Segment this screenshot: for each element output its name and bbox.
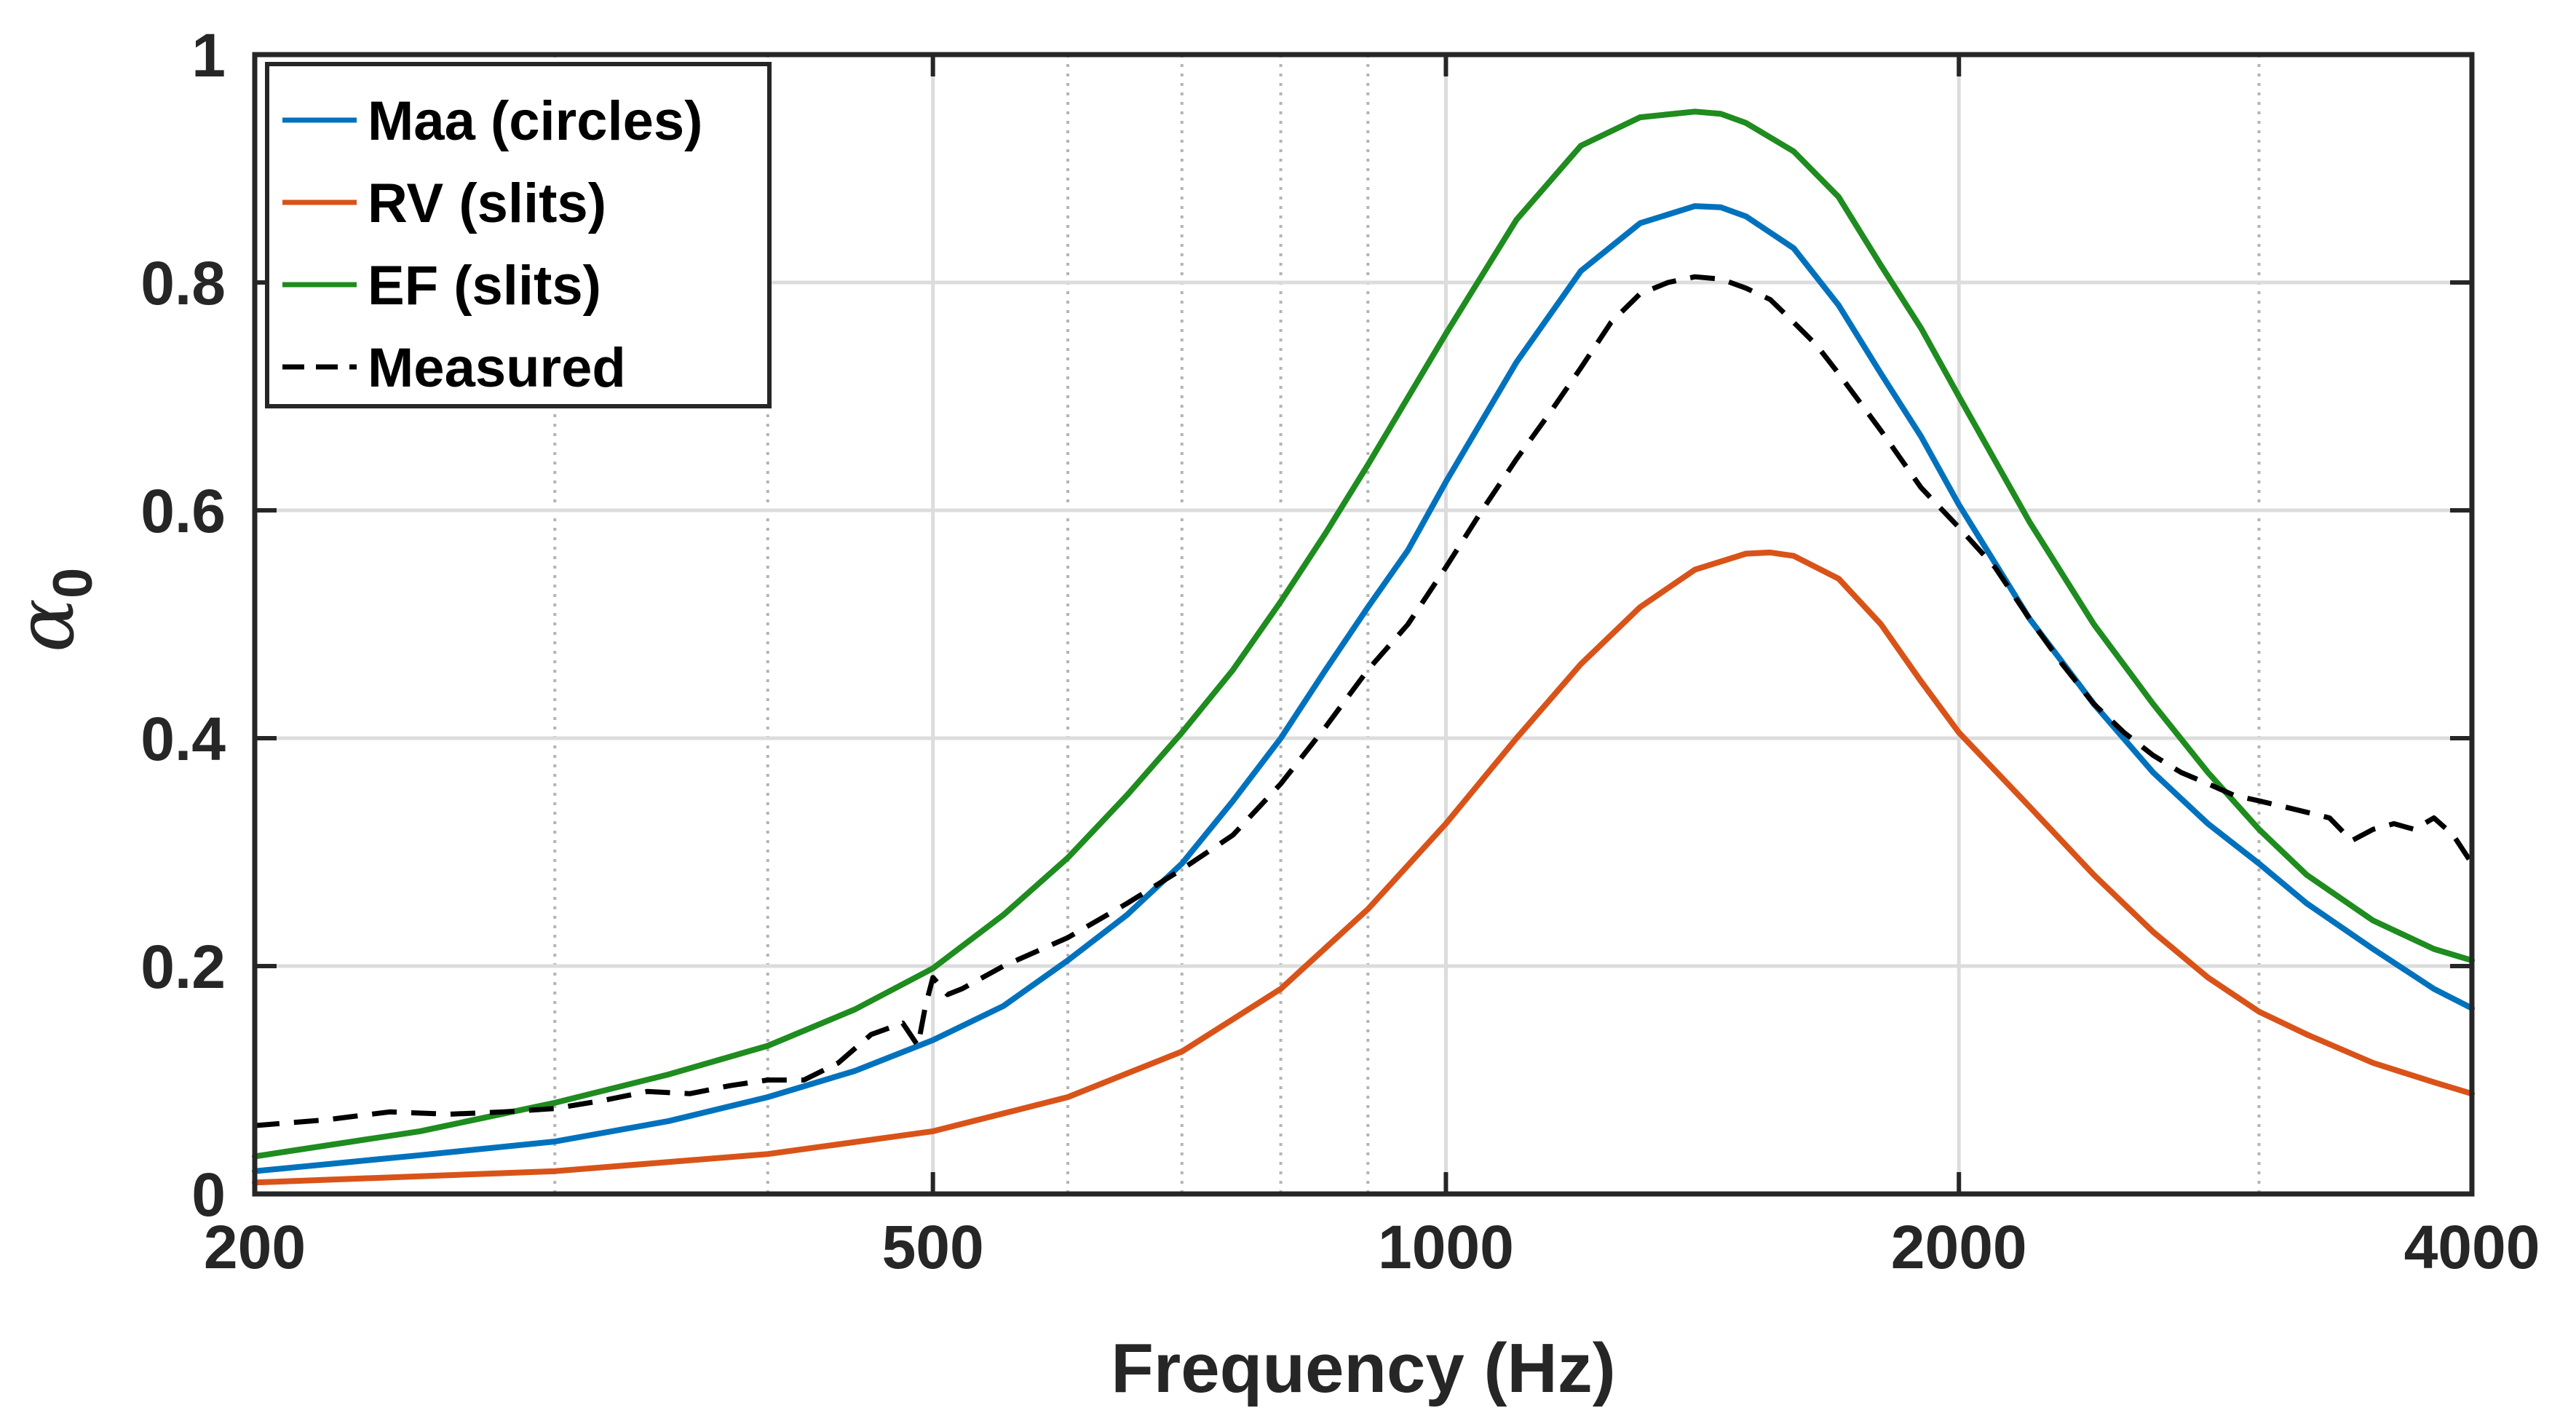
y-tick-label-1: 1 (191, 21, 226, 90)
legend-label-ef: EF (slits) (368, 255, 601, 317)
y-tick-label-0.4: 0.4 (140, 705, 226, 773)
y-tick-label-0.8: 0.8 (140, 249, 226, 317)
x-tick-label-500: 500 (882, 1213, 984, 1281)
x-axis-title: Frequency (Hz) (1111, 1329, 1615, 1407)
axes-frame (252, 52, 2475, 1197)
legend-label-rv: RV (slits) (368, 173, 606, 234)
x-tick-label-200: 200 (204, 1213, 306, 1281)
legend-label-measured: Measured (368, 337, 626, 399)
legend-label-maa: Maa (circles) (368, 90, 702, 152)
y-axis-title: α0 (0, 568, 104, 653)
legend: Maa (circles) RV (slits) EF (slits) Meas… (265, 62, 772, 408)
x-tick-label-4000: 4000 (2404, 1213, 2540, 1281)
svg-text:α0: α0 (0, 568, 104, 653)
y-tick-label-0.2: 0.2 (140, 933, 226, 1001)
y-tick-label-0: 0 (191, 1160, 226, 1229)
x-tick-label-2000: 2000 (1891, 1213, 2027, 1281)
series-line-maa-circles (252, 203, 2475, 1174)
x-tick-label-1000: 1000 (1378, 1213, 1514, 1281)
series-line-rv-slits (252, 549, 2475, 1186)
y-axis-title-subscript: 0 (42, 568, 104, 598)
y-tick-label-0.6: 0.6 (140, 477, 226, 545)
series-line-measured (254, 274, 2474, 1128)
series-layer (252, 108, 2475, 1186)
tick-layer: 200 500 1000 2000 4000 0 0.2 0.4 0.6 0.8 1 (140, 21, 2540, 1281)
series-line-ef-slits (252, 108, 2475, 1160)
y-axis-title-symbol: α (0, 598, 92, 652)
